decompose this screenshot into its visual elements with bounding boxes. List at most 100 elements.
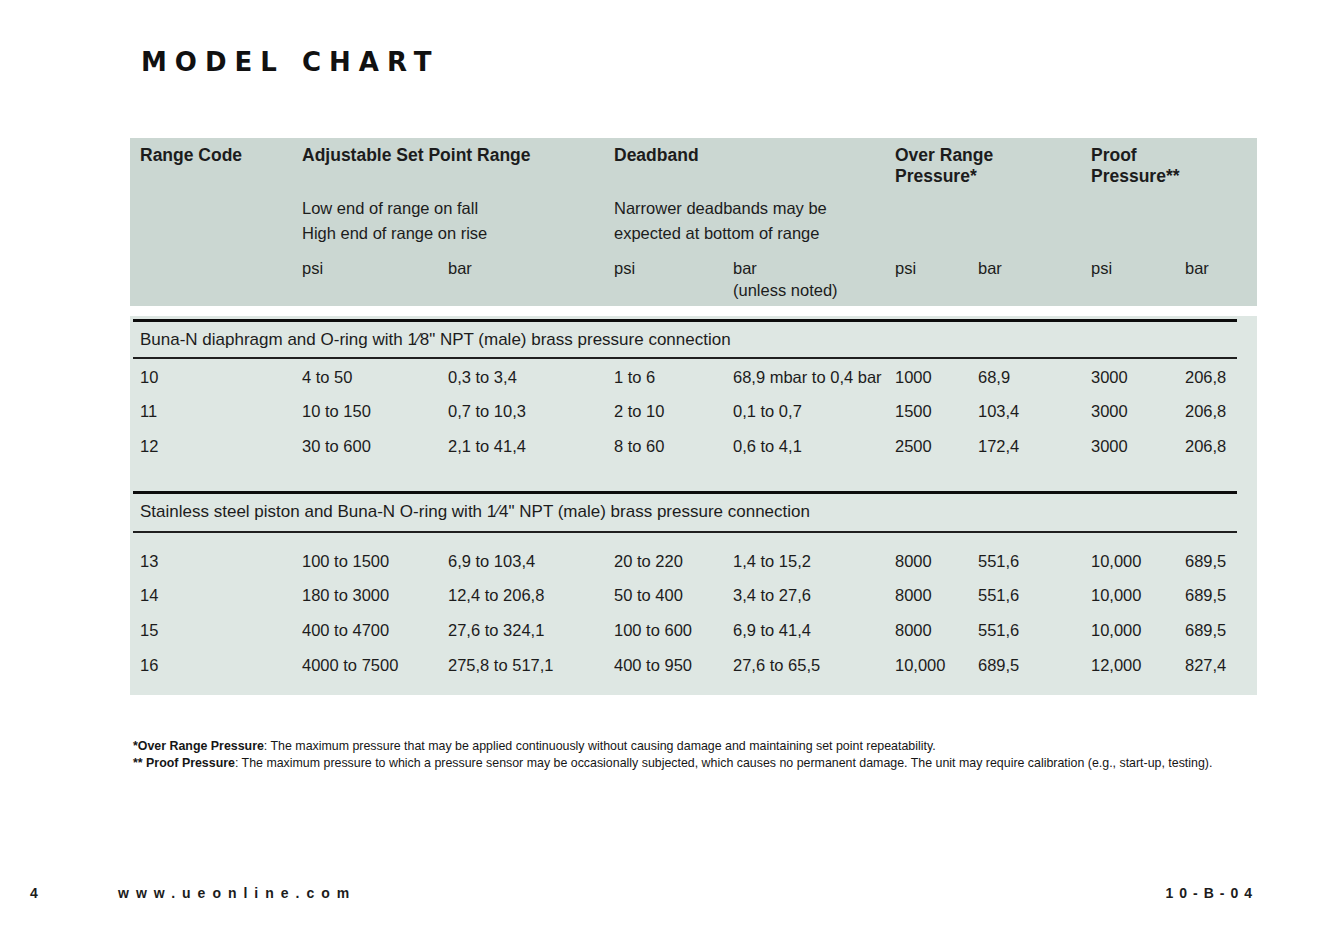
cell-proof-bar: 206,8	[1185, 368, 1257, 387]
cell-aspr-bar: 12,4 to 206,8	[448, 586, 614, 605]
adjustable-subtitle-line2: High end of range on rise	[302, 221, 614, 246]
footnote-over-range-term: *Over Range Pressure	[133, 739, 264, 753]
cell-deadband-bar: 1,4 to 15,2	[733, 552, 895, 571]
units-row: psi bar psi bar (unless noted) psi bar p…	[140, 258, 1257, 302]
column-title-range-code: Range Code	[140, 145, 302, 187]
cell-deadband-psi: 8 to 60	[614, 437, 733, 456]
table-row: 14 180 to 3000 12,4 to 206,8 50 to 400 3…	[140, 579, 1257, 614]
cell-deadband-psi: 2 to 10	[614, 402, 733, 421]
cell-deadband-psi: 50 to 400	[614, 586, 733, 605]
cell-range-code: 12	[140, 437, 302, 456]
proof-line1: Proof	[1091, 145, 1257, 166]
cell-aspr-psi: 10 to 150	[302, 402, 448, 421]
unit-proof-psi: psi	[1091, 258, 1185, 302]
cell-aspr-bar: 6,9 to 103,4	[448, 552, 614, 571]
cell-overrange-bar: 551,6	[978, 552, 1091, 571]
cell-deadband-bar: 0,6 to 4,1	[733, 437, 895, 456]
table-row: 10 4 to 50 0,3 to 3,4 1 to 6 68,9 mbar t…	[140, 360, 1257, 395]
page-title: MODEL CHART	[141, 47, 440, 77]
cell-deadband-bar: 0,1 to 0,7	[733, 402, 895, 421]
table-row: 12 30 to 600 2,1 to 41,4 8 to 60 0,6 to …	[140, 429, 1257, 464]
unit-aspr-psi: psi	[302, 258, 448, 302]
cell-overrange-bar: 103,4	[978, 402, 1091, 421]
footnotes: *Over Range Pressure: The maximum pressu…	[133, 738, 1212, 771]
column-title-over-range-pressure: Over Range Pressure*	[895, 145, 1091, 187]
cell-proof-bar: 206,8	[1185, 402, 1257, 421]
cell-deadband-psi: 100 to 600	[614, 621, 733, 640]
cell-range-code: 15	[140, 621, 302, 640]
table-row: 11 10 to 150 0,7 to 10,3 2 to 10 0,1 to …	[140, 395, 1257, 430]
adjustable-subtitle: Low end of range on fall High end of ran…	[302, 196, 614, 246]
footnote-over-range-text: : The maximum pressure that may be appli…	[264, 739, 936, 753]
cell-aspr-bar: 27,6 to 324,1	[448, 621, 614, 640]
website-url: www.ueonline.com	[118, 885, 356, 901]
cell-range-code: 10	[140, 368, 302, 387]
cell-deadband-psi: 400 to 950	[614, 656, 733, 675]
cell-aspr-psi: 180 to 3000	[302, 586, 448, 605]
cell-aspr-psi: 30 to 600	[302, 437, 448, 456]
cell-aspr-psi: 4 to 50	[302, 368, 448, 387]
proof-line2: Pressure**	[1091, 166, 1257, 187]
table-body-band: Buna-N diaphragm and O-ring with 1⁄8" NP…	[130, 316, 1257, 695]
document-code: 10-B-04	[1165, 885, 1258, 901]
page-number: 4	[30, 885, 40, 901]
cell-proof-psi: 3000	[1091, 402, 1185, 421]
cell-deadband-bar: 68,9 mbar to 0,4 bar	[733, 368, 895, 387]
cell-proof-bar: 689,5	[1185, 621, 1257, 640]
cell-aspr-bar: 2,1 to 41,4	[448, 437, 614, 456]
cell-aspr-bar: 0,3 to 3,4	[448, 368, 614, 387]
unit-overrange-psi: psi	[895, 258, 978, 302]
cell-proof-psi: 10,000	[1091, 621, 1185, 640]
over-range-line1: Over Range	[895, 145, 1091, 166]
table-header-band: Range Code Adjustable Set Point Range De…	[130, 138, 1257, 306]
cell-deadband-bar: 6,9 to 41,4	[733, 621, 895, 640]
cell-aspr-psi: 4000 to 7500	[302, 656, 448, 675]
unit-proof-bar: bar	[1185, 258, 1257, 302]
cell-range-code: 14	[140, 586, 302, 605]
cell-overrange-bar: 689,5	[978, 656, 1091, 675]
cell-proof-bar: 689,5	[1185, 552, 1257, 571]
table-row: 15 400 to 4700 27,6 to 324,1 100 to 600 …	[140, 613, 1257, 648]
footnote-proof-text: : The maximum pressure to which a pressu…	[235, 756, 1213, 770]
cell-aspr-psi: 100 to 1500	[302, 552, 448, 571]
units-spacer	[140, 258, 302, 302]
cell-range-code: 16	[140, 656, 302, 675]
cell-deadband-psi: 20 to 220	[614, 552, 733, 571]
cell-overrange-psi: 1000	[895, 368, 978, 387]
column-title-deadband: Deadband	[614, 145, 895, 187]
column-subtitles-row: Low end of range on fall High end of ran…	[140, 196, 1257, 246]
table-row: 13 100 to 1500 6,9 to 103,4 20 to 220 1,…	[140, 544, 1257, 579]
cell-proof-psi: 3000	[1091, 368, 1185, 387]
section1-title: Buna-N diaphragm and O-ring with 1⁄8" NP…	[140, 325, 731, 355]
cell-overrange-bar: 551,6	[978, 586, 1091, 605]
over-range-line2: Pressure*	[895, 166, 1091, 187]
section1-rows: 10 4 to 50 0,3 to 3,4 1 to 6 68,9 mbar t…	[140, 360, 1257, 464]
cell-proof-bar: 827,4	[1185, 656, 1257, 675]
cell-deadband-bar: 27,6 to 65,5	[733, 656, 895, 675]
cell-overrange-psi: 1500	[895, 402, 978, 421]
section2-title: Stainless steel piston and Buna-N O-ring…	[140, 497, 810, 527]
cell-overrange-psi: 8000	[895, 621, 978, 640]
section2-divider	[133, 531, 1237, 533]
column-title-proof-pressure: Proof Pressure**	[1091, 145, 1257, 187]
cell-aspr-bar: 0,7 to 10,3	[448, 402, 614, 421]
unit-deadband-psi: psi	[614, 258, 733, 302]
deadband-subtitle: Narrower deadbands may be expected at bo…	[614, 196, 895, 246]
cell-overrange-bar: 68,9	[978, 368, 1091, 387]
section2-top-rule	[133, 491, 1237, 494]
cell-overrange-psi: 10,000	[895, 656, 978, 675]
cell-deadband-psi: 1 to 6	[614, 368, 733, 387]
section2-rows: 13 100 to 1500 6,9 to 103,4 20 to 220 1,…	[140, 544, 1257, 682]
unit-aspr-bar: bar	[448, 258, 614, 302]
column-titles-row: Range Code Adjustable Set Point Range De…	[140, 145, 1257, 187]
cell-aspr-psi: 400 to 4700	[302, 621, 448, 640]
cell-proof-psi: 10,000	[1091, 552, 1185, 571]
unit-deadband-bar-note: (unless noted)	[733, 278, 895, 302]
table-row: 16 4000 to 7500 275,8 to 517,1 400 to 95…	[140, 648, 1257, 683]
cell-proof-psi: 12,000	[1091, 656, 1185, 675]
cell-deadband-bar: 3,4 to 27,6	[733, 586, 895, 605]
cell-proof-psi: 10,000	[1091, 586, 1185, 605]
footnote-proof: ** Proof Pressure: The maximum pressure …	[133, 755, 1212, 772]
cell-range-code: 11	[140, 402, 302, 421]
deadband-subtitle-line2: expected at bottom of range	[614, 221, 895, 246]
